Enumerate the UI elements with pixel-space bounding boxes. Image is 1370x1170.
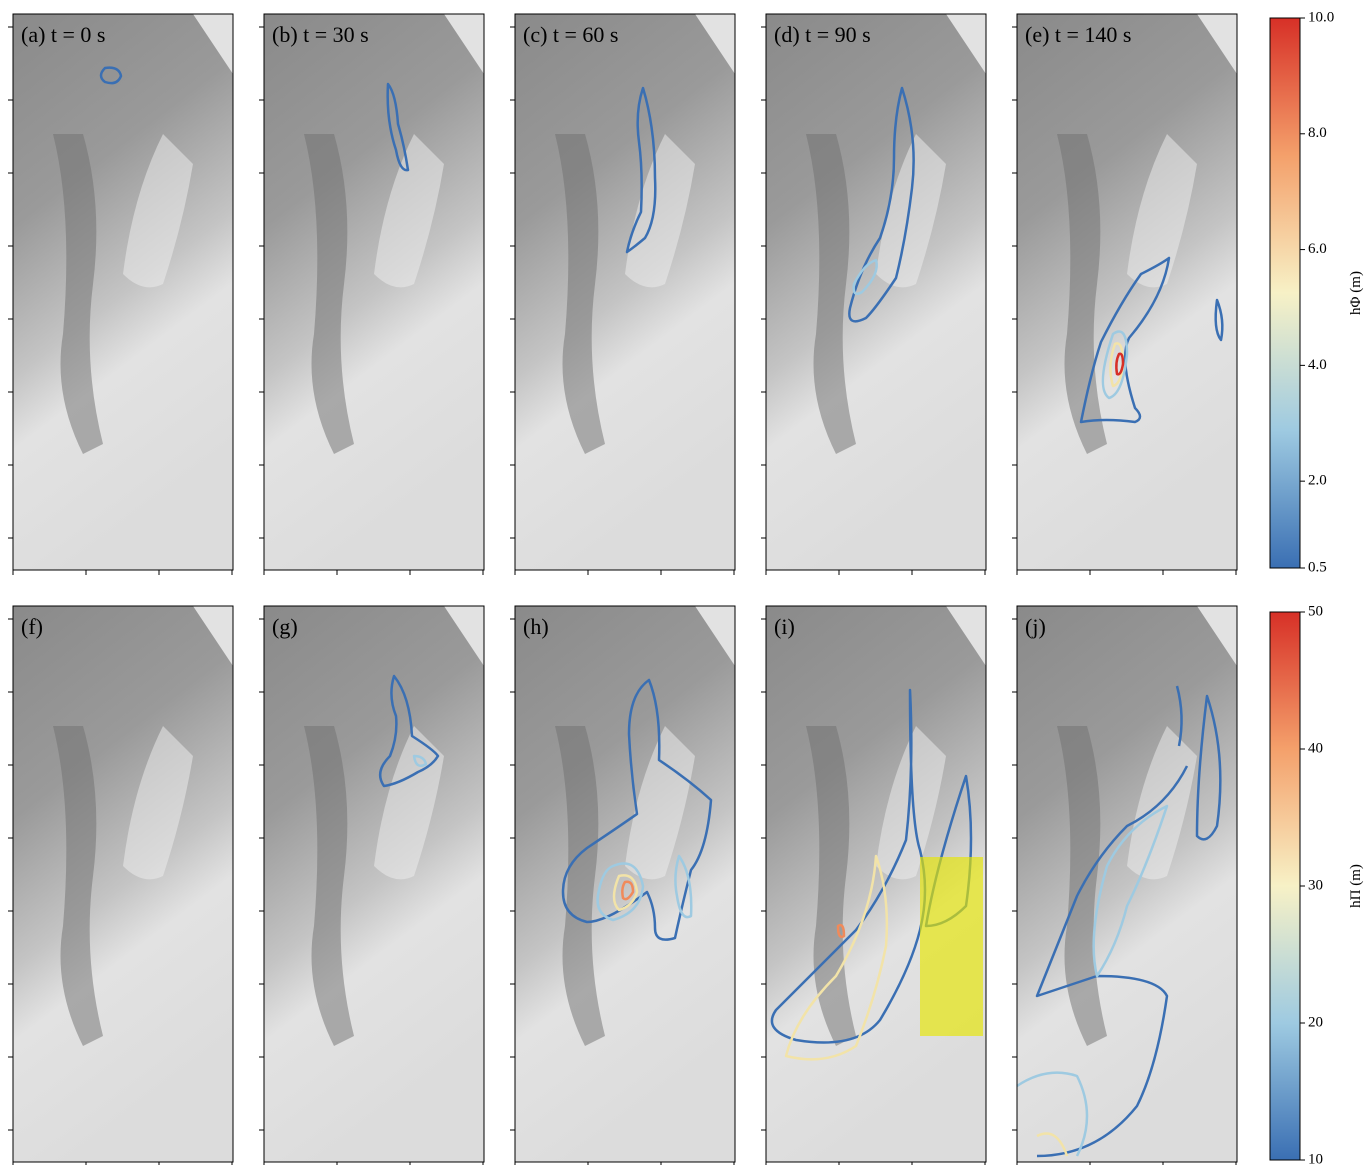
panel-label: (g) [272,614,298,639]
panel-label: (c) t = 60 s [523,22,619,47]
colorbar-label: hΠ (m) [1348,864,1364,908]
panel-label: (a) t = 0 s [21,22,106,47]
colorbar-label: hΦ (m) [1348,271,1364,315]
map-panel: (h) [510,606,735,1165]
hillshade [264,606,484,1162]
map-panel: (d) t = 90 s [761,14,986,575]
map-panel: (f) [8,606,233,1165]
panel-label: (i) [774,614,795,639]
colorbar-tick-label: 30 [1308,877,1323,893]
map-panel: (c) t = 60 s [510,14,735,575]
panel-label: (f) [21,614,43,639]
hillshade [766,14,986,570]
panel-label: (b) t = 30 s [272,22,369,47]
map-panel: (e) t = 140 s [1012,14,1237,575]
colorbar-tick-label: 2.0 [1308,473,1327,489]
panel-label: (h) [523,614,549,639]
colorbar-tick-label: 50 [1308,603,1323,619]
colorbar-tick-label: 4.0 [1308,357,1327,373]
panel-label: (e) t = 140 s [1025,22,1132,47]
map-panel: (a) t = 0 s [8,14,233,575]
map-panel: (j) [1012,606,1237,1165]
hillshade [515,14,735,570]
hillshade [1017,606,1237,1162]
hillshade [13,606,233,1162]
map-panel: (b) t = 30 s [259,14,484,575]
colorbar-tick-label: 0.5 [1308,559,1327,575]
page: {"panels": [ {"label": "(a) t = 0 s"}, {… [0,0,1370,1170]
colorbar [1270,18,1300,568]
panel-label: (j) [1025,614,1046,639]
map-panel: (i) [761,606,986,1165]
colorbar-tick-label: 8.0 [1308,125,1327,141]
colorbar-tick-label: 6.0 [1308,241,1327,257]
colorbar-tick-label: 40 [1308,740,1323,756]
colorbar-tick-label: 10 [1308,1151,1323,1165]
panel-label: (d) t = 90 s [774,22,871,47]
hillshade [264,14,484,570]
colorbar [1270,612,1300,1160]
colorbar-tick-label: 10.0 [1308,9,1334,25]
hillshade [13,14,233,570]
highlight-box [920,857,983,1036]
figure: (a) t = 0 s (b) t = 30 s (c) t = 60 s (d) t… [0,0,1370,1165]
colorbar-tick-label: 20 [1308,1014,1323,1030]
map-panel: (g) [259,606,484,1165]
hillshade [1017,14,1237,570]
